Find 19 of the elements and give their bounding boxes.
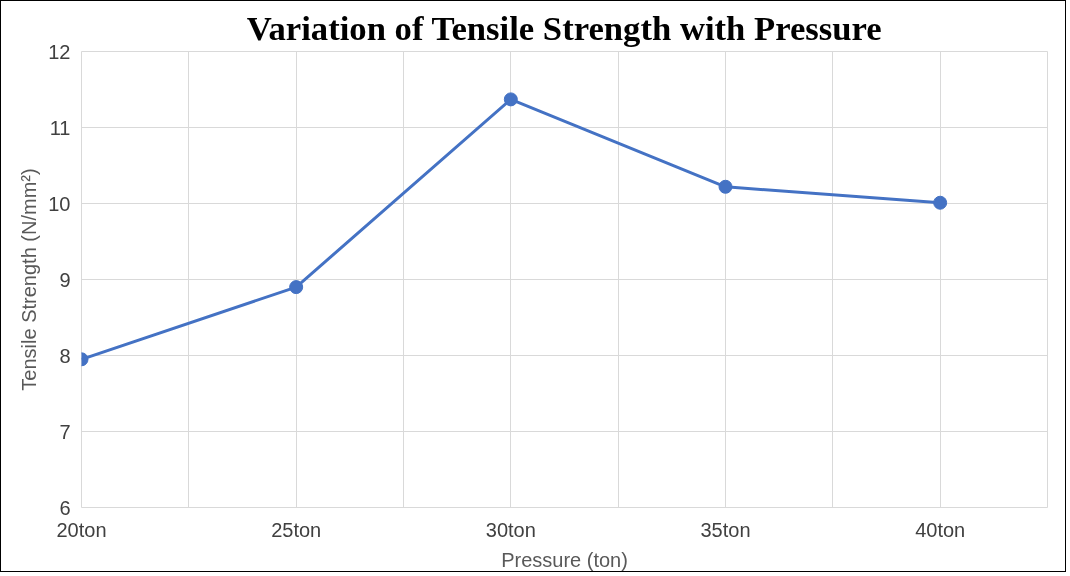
y-axis-title: Tensile Strength (N/mm²): [18, 168, 41, 391]
x-tick-label: 20ton: [56, 518, 107, 541]
chart-title: Variation of Tensile Strength with Pressure: [246, 8, 882, 47]
x-axis-title: Pressure (ton): [501, 548, 628, 571]
point: [289, 280, 304, 295]
point: [503, 92, 518, 107]
y-tick-label: 12: [48, 40, 71, 63]
x-tick-label: 30ton: [485, 518, 536, 541]
y-tick-label: 11: [49, 116, 71, 139]
y-tick-label: 6: [59, 496, 71, 519]
x-tick-label: 35ton: [700, 518, 751, 541]
y-tick-label: 9: [59, 268, 71, 291]
x-tick-label: 25ton: [271, 518, 322, 541]
y-tick-label: 7: [59, 420, 71, 443]
point: [933, 195, 948, 210]
y-tick-label: 10: [48, 192, 71, 215]
point: [718, 179, 733, 194]
x-tick-label: 40ton: [915, 518, 966, 541]
y-tick-label: 8: [59, 344, 71, 367]
